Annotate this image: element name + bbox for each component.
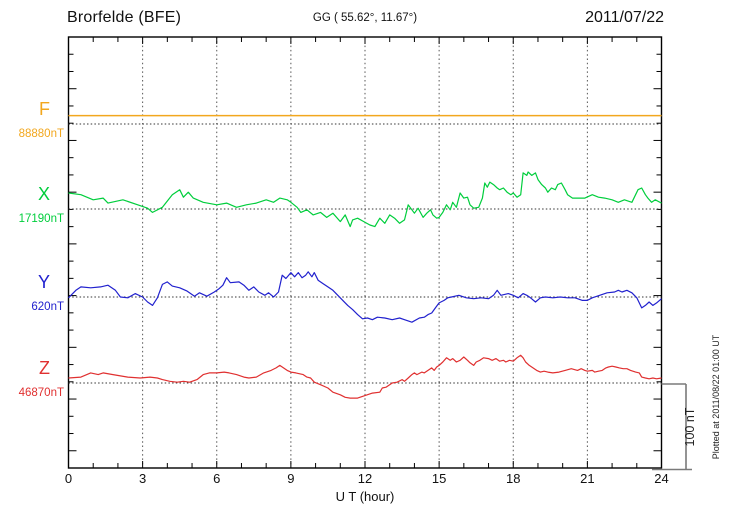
xtick-label-18: 18 — [506, 471, 521, 486]
xtick-label-0: 0 — [64, 471, 73, 486]
xtick-label-3: 3 — [139, 471, 147, 486]
xtick-label-9: 9 — [287, 471, 295, 486]
station-title: Brorfelde (BFE) — [67, 9, 182, 26]
component-traces — [68, 114, 662, 399]
component-letter-Y: Y — [37, 272, 50, 292]
baseline-value-Y: 620nT — [31, 301, 64, 313]
grid-lines — [142, 37, 588, 468]
geographic-coordinates: GG ( 55.62°, 11.67°) — [312, 12, 418, 24]
trace-X — [68, 171, 662, 228]
component-letter-F: F — [39, 99, 50, 119]
component-letter-Z: Z — [39, 358, 50, 378]
x-axis-title: U T (hour) — [335, 489, 395, 504]
component-letter-X: X — [37, 184, 50, 204]
xtick-label-6: 6 — [213, 471, 221, 486]
baseline-value-F: 88880nT — [18, 128, 64, 140]
baseline-value-X: 17190nT — [18, 213, 64, 225]
baseline-dotted-lines — [68, 123, 662, 384]
xtick-label-15: 15 — [431, 471, 447, 486]
xtick-label-21: 21 — [580, 471, 595, 486]
plot-date: 2011/07/22 — [585, 9, 664, 26]
trace-Z — [68, 354, 662, 399]
amplitude-scale-bar — [652, 383, 692, 471]
scale-bar-label: 100 nT — [683, 407, 697, 447]
xtick-label-12: 12 — [357, 471, 373, 486]
trace-Y — [68, 271, 662, 323]
plotted-timestamp-note: Plotted at 2011/08/22 01:00 UT — [711, 334, 721, 460]
xtick-label-24: 24 — [654, 471, 669, 486]
baseline-value-Z: 46870nT — [18, 387, 64, 399]
